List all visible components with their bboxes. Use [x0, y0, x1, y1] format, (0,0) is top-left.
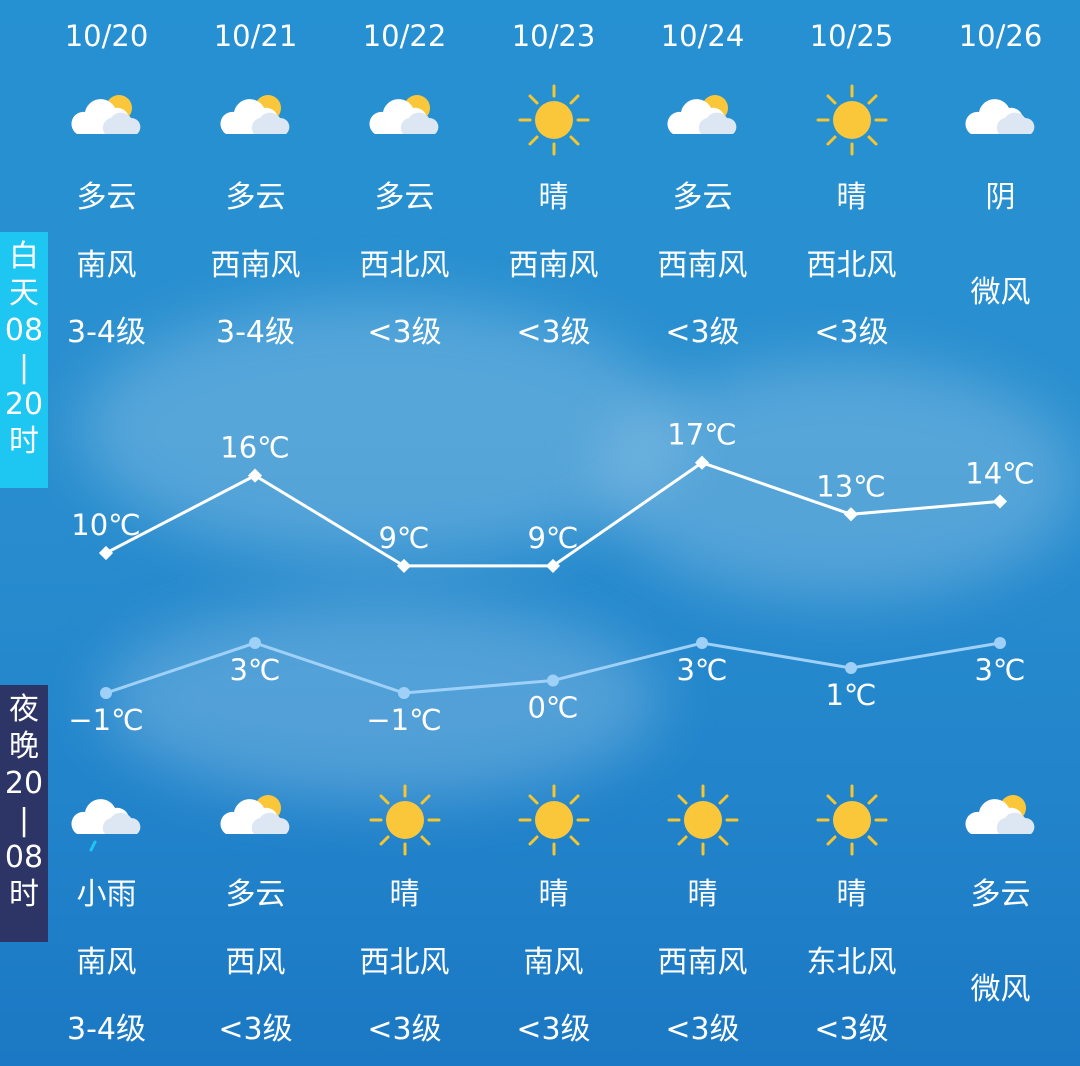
low-temp-label: −1℃ — [366, 703, 441, 737]
day-column: 10/25 晴西北风 <3级晴东北风 <3级 — [777, 0, 926, 1066]
day-wind-direction: 西南风 — [508, 248, 599, 283]
high-temp-label: 16℃ — [220, 431, 289, 465]
low-temp-point — [100, 687, 112, 699]
day-wind-direction: 西南风 — [210, 248, 301, 283]
night-wind-direction: 南风 — [523, 945, 584, 980]
night-weather: 晴 — [687, 877, 718, 912]
day-column: 10/24 多云 西南风 <3级晴西南风 <3级 — [628, 0, 777, 1066]
high-temp-point — [843, 507, 859, 522]
low-temp-point — [845, 662, 857, 674]
date-label: 10/22 — [362, 19, 447, 53]
night-wind: 微风 — [970, 972, 1031, 1007]
high-temp-label: 13℃ — [816, 469, 885, 503]
night-wind-direction: 南风 — [76, 945, 137, 980]
date-label: 10/25 — [809, 19, 894, 53]
high-temp-point — [694, 455, 710, 470]
day-wind-direction: 西南风 — [657, 248, 748, 283]
high-temp-label: 10℃ — [71, 508, 140, 542]
night-wind-level: <3级 — [814, 1012, 889, 1047]
day-wind-level: <3级 — [814, 315, 889, 350]
high-temp-point — [247, 468, 263, 483]
low-temp-point — [994, 637, 1006, 649]
low-temp-label: 0℃ — [527, 691, 578, 725]
low-temp-label: 3℃ — [229, 653, 280, 687]
bg-cloud — [80, 300, 680, 560]
night-weather: 多云 — [225, 877, 286, 912]
night-wind-direction: 东北风 — [806, 945, 897, 980]
night-weather: 多云 — [970, 877, 1031, 912]
day-wind-direction: 西北风 — [806, 248, 897, 283]
high-temp-label: 17℃ — [667, 418, 736, 452]
low-temp-point — [547, 674, 559, 687]
day-column: 10/20 多云 南风 3-4级 小雨 南风 3-4级 — [32, 0, 181, 1066]
day-weather: 晴 — [538, 180, 569, 215]
low-temp-label: 1℃ — [825, 678, 876, 712]
night-wind-level: 3-4级 — [67, 1012, 146, 1047]
low-temp-point — [398, 687, 410, 699]
night-period-label: 夜晚 20 | 08 时 — [0, 685, 48, 942]
night-wind-direction: 西南风 — [657, 945, 748, 980]
night-wind-level: <3级 — [516, 1012, 591, 1047]
low-temp-label: 3℃ — [974, 653, 1025, 687]
night-wind-level: <3级 — [367, 1012, 442, 1047]
date-label: 10/21 — [213, 19, 298, 53]
night-weather: 晴 — [389, 877, 420, 912]
high-temp-label: 14℃ — [965, 456, 1034, 490]
high-temp-point — [396, 558, 412, 573]
high-temp-point — [545, 558, 561, 573]
high-temp-point — [992, 494, 1008, 509]
low-temp-label: 3℃ — [676, 653, 727, 687]
high-temp-label: 9℃ — [527, 521, 578, 555]
day-wind-level: 3-4级 — [67, 315, 146, 350]
low-temp-point — [249, 637, 261, 649]
date-label: 10/23 — [511, 19, 596, 53]
night-wind-direction: 西北风 — [359, 945, 450, 980]
day-wind: 微风 — [970, 275, 1031, 310]
day-column: 10/26 阴微风 多云 微风 — [926, 0, 1075, 1066]
bg-cloud — [600, 360, 1080, 600]
date-label: 10/24 — [660, 19, 745, 53]
night-weather: 小雨 — [76, 877, 137, 912]
night-wind-level: <3级 — [665, 1012, 740, 1047]
night-weather: 晴 — [836, 877, 867, 912]
high-temp-point — [98, 545, 114, 561]
low-temp-point — [696, 637, 708, 649]
night-wind-direction: 西风 — [225, 945, 286, 980]
day-weather: 多云 — [672, 180, 733, 215]
night-weather: 晴 — [538, 877, 569, 912]
day-weather: 多云 — [76, 180, 137, 215]
night-wind-level: <3级 — [218, 1012, 293, 1047]
day-weather: 晴 — [836, 180, 867, 215]
date-label: 10/20 — [64, 19, 149, 53]
day-weather: 阴 — [985, 180, 1016, 215]
day-wind-direction: 南风 — [76, 248, 137, 283]
bg-cloud — [100, 600, 660, 800]
day-wind-level: <3级 — [367, 315, 442, 350]
day-wind-level: <3级 — [516, 315, 591, 350]
day-column: 10/23 晴西南风 <3级晴南风 <3级 — [479, 0, 628, 1066]
high-temp-label: 9℃ — [378, 521, 429, 555]
low-temp-label: −1℃ — [68, 703, 143, 737]
day-column: 10/21 多云 西南风 3-4级 多云 西风 <3级 — [181, 0, 330, 1066]
day-weather: 多云 — [225, 180, 286, 215]
day-wind-level: 3-4级 — [216, 315, 295, 350]
day-column: 10/22 多云 西北风 <3级晴西北风 <3级 — [330, 0, 479, 1066]
day-weather: 多云 — [374, 180, 435, 215]
day-period-label: 白天 08 | 20 时 — [0, 232, 48, 488]
day-wind-direction: 西北风 — [359, 248, 450, 283]
day-wind-level: <3级 — [665, 315, 740, 350]
date-label: 10/26 — [958, 19, 1043, 53]
